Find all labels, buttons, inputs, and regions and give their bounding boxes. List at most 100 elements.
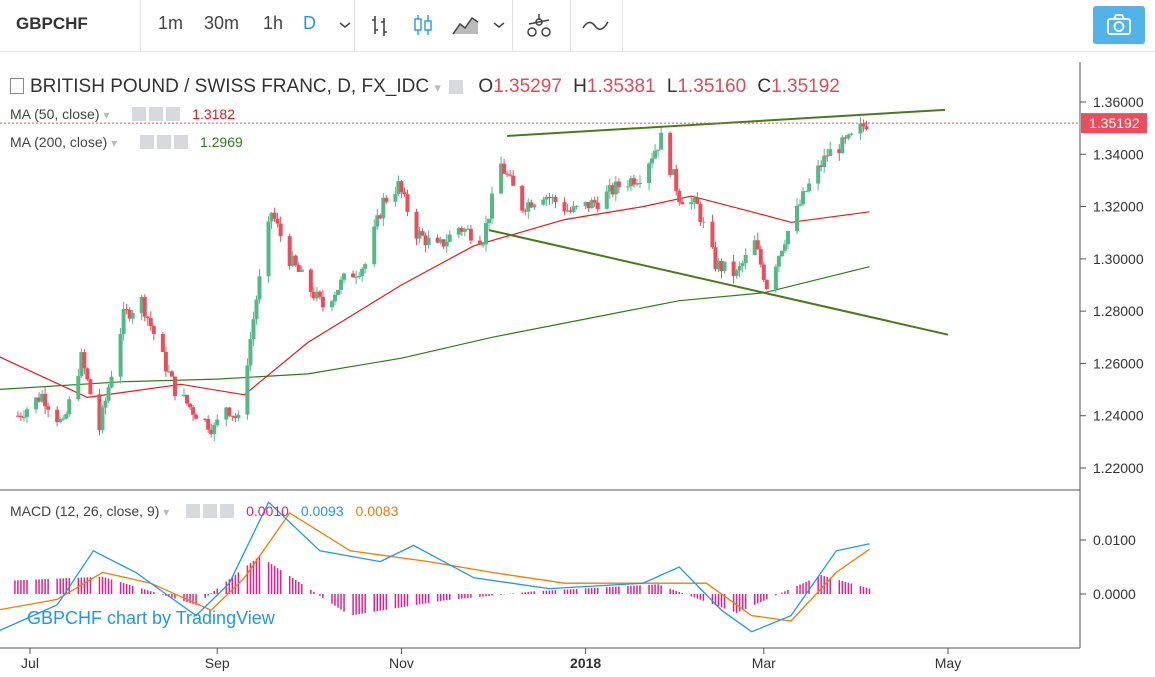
candle-body bbox=[97, 394, 102, 431]
candle-body bbox=[490, 193, 495, 219]
interval-30m-button[interactable]: 30m bbox=[204, 13, 240, 33]
visibility-icon[interactable] bbox=[140, 135, 155, 149]
candle-body bbox=[659, 132, 664, 150]
candle-body bbox=[245, 365, 250, 415]
candle-body bbox=[109, 376, 114, 388]
candle-body bbox=[124, 309, 129, 311]
candle-body bbox=[502, 163, 507, 174]
candle-body bbox=[251, 319, 256, 340]
candle-body bbox=[532, 204, 537, 208]
candle-body bbox=[61, 418, 66, 420]
bars-icon[interactable] bbox=[366, 10, 396, 40]
x-tick-label: May bbox=[935, 655, 961, 671]
macd-legend: MACD (12, 26, close, 9) ▾ 0.0010 0.0093 … bbox=[10, 503, 398, 519]
indicators-icon[interactable] bbox=[524, 10, 554, 40]
candles-icon[interactable] bbox=[408, 10, 438, 40]
candle-body bbox=[840, 137, 845, 154]
macd-label: MACD (12, 26, close, 9) bbox=[10, 503, 160, 519]
candle-body bbox=[130, 312, 135, 319]
interval-1m-button[interactable]: 1m bbox=[158, 13, 184, 33]
collapse-icon[interactable] bbox=[10, 78, 24, 94]
candle-body bbox=[574, 205, 579, 207]
candle-body bbox=[610, 185, 615, 195]
candle-body bbox=[299, 269, 304, 272]
interval-1h-button[interactable]: 1h bbox=[263, 13, 284, 33]
candle-body bbox=[314, 291, 319, 299]
candle-body bbox=[405, 194, 410, 212]
candle-body bbox=[381, 197, 386, 219]
candle-body bbox=[103, 400, 108, 408]
candle-body bbox=[656, 149, 661, 151]
visibility-icon[interactable] bbox=[132, 107, 147, 121]
candle-body bbox=[713, 247, 718, 270]
candle-body bbox=[55, 409, 60, 423]
y-tick-label: 1.34000 bbox=[1093, 146, 1144, 162]
chevron-down-icon[interactable]: ▾ bbox=[434, 80, 441, 95]
chevron-down-icon[interactable]: ▾ bbox=[163, 505, 170, 519]
chevron-down-icon[interactable]: ▾ bbox=[111, 136, 118, 150]
candle-body bbox=[269, 212, 274, 222]
candle-body bbox=[462, 229, 467, 232]
candle-body bbox=[82, 352, 87, 369]
candle-body bbox=[550, 196, 555, 199]
candle-body bbox=[562, 202, 567, 212]
close-value: 1.35192 bbox=[771, 76, 840, 97]
visibility-icon[interactable] bbox=[186, 504, 201, 518]
candle-body bbox=[396, 181, 401, 195]
last-price-badge bbox=[1081, 113, 1147, 134]
candle-body bbox=[547, 196, 552, 199]
gear-icon[interactable] bbox=[157, 135, 172, 149]
toolbar-divider bbox=[512, 0, 513, 52]
candle-body bbox=[837, 149, 842, 154]
price-chart[interactable]: 1.22000 1.24000 1.26000 1.28000 1.30000 1.320… bbox=[0, 52, 1155, 677]
candle-body bbox=[166, 371, 171, 373]
candle-body bbox=[233, 416, 238, 418]
gear-icon[interactable] bbox=[203, 504, 218, 518]
chevron-down-icon[interactable] bbox=[330, 10, 360, 40]
candle-body bbox=[761, 264, 766, 281]
candle-body bbox=[680, 202, 685, 205]
candle-body bbox=[737, 266, 742, 271]
candle-body bbox=[465, 228, 470, 230]
chart-frame bbox=[0, 62, 1081, 649]
ma50-label: MA (50, close) bbox=[10, 106, 100, 122]
toolbar-divider bbox=[354, 0, 355, 52]
candle-body bbox=[311, 291, 316, 299]
candle-body bbox=[79, 352, 84, 377]
area-icon[interactable] bbox=[450, 10, 480, 40]
compare-icon[interactable] bbox=[580, 10, 610, 40]
chevron-down-icon[interactable]: ▾ bbox=[103, 108, 110, 122]
chevron-down-icon[interactable] bbox=[484, 10, 514, 40]
close-icon[interactable] bbox=[174, 135, 189, 149]
candle-body bbox=[357, 275, 362, 277]
candle-body bbox=[363, 264, 368, 269]
snapshot-button[interactable] bbox=[1093, 6, 1145, 44]
candle-body bbox=[477, 240, 482, 245]
candle-body bbox=[541, 199, 546, 205]
gear-icon[interactable] bbox=[149, 107, 164, 121]
trendline[interactable] bbox=[488, 229, 949, 336]
candle-body bbox=[160, 334, 165, 352]
symbol-label[interactable]: GBPCHF bbox=[16, 14, 88, 33]
close-icon[interactable] bbox=[166, 107, 181, 121]
interval-d-button[interactable]: D bbox=[303, 13, 316, 33]
candle-body bbox=[773, 266, 778, 290]
candle-body bbox=[332, 294, 337, 302]
macd-y-tick-label: 0.0100 bbox=[1093, 532, 1136, 548]
candle-body bbox=[275, 218, 280, 224]
candle-body bbox=[212, 425, 217, 434]
visibility-icon[interactable] bbox=[449, 80, 464, 94]
close-icon[interactable] bbox=[220, 504, 235, 518]
candle-body bbox=[447, 234, 452, 242]
trendlines-layer[interactable] bbox=[488, 108, 949, 336]
candle-body bbox=[360, 268, 365, 276]
trendline[interactable] bbox=[507, 108, 946, 137]
close-label: C bbox=[757, 76, 772, 97]
candle-body bbox=[795, 205, 800, 232]
candle-body bbox=[384, 197, 389, 202]
chart-title: BRITISH POUND / SWISS FRANC, D, FX_IDC bbox=[30, 76, 430, 97]
candle-body bbox=[257, 276, 262, 300]
candle-body bbox=[417, 231, 422, 239]
candle-body bbox=[592, 200, 597, 203]
candle-body bbox=[523, 210, 528, 212]
